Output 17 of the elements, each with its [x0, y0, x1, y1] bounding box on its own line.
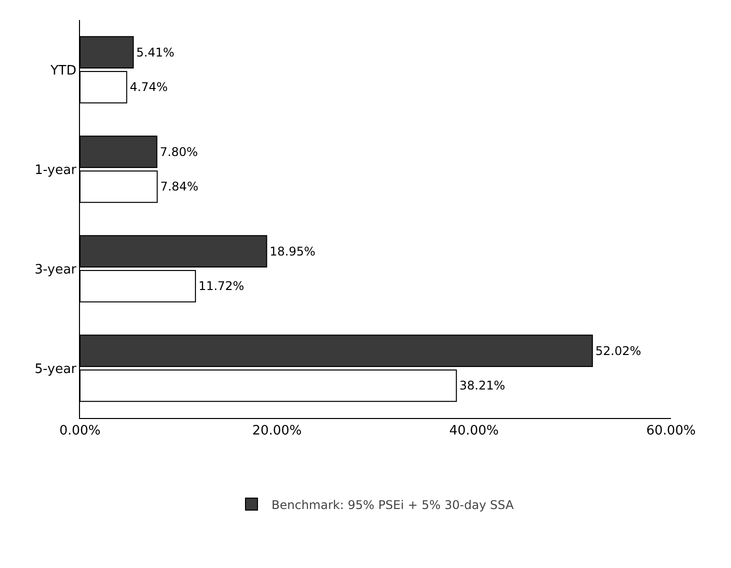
y-tick-label: 3-year [34, 262, 78, 278]
x-tick-label: 60.00% [646, 424, 696, 439]
data-label: 7.80% [160, 144, 198, 159]
y-tick-label: 5-year [34, 362, 78, 377]
x-tick-label: 40.00% [449, 424, 499, 439]
data-label: 52.02% [595, 344, 642, 358]
data-label: 5.41% [136, 45, 174, 60]
legend-label: Benchmark: 95% PSEi + 5% 30-day SSA [272, 498, 514, 512]
x-tick-label: 20.00% [252, 424, 302, 439]
y-tick-label: 1-year [34, 162, 78, 178]
y-tick-label: YTD [49, 63, 76, 78]
x-tick-label: 0.00% [59, 424, 101, 439]
data-label: 11.72% [198, 279, 244, 294]
data-label: 7.84% [160, 180, 198, 194]
data-label: 18.95% [270, 244, 316, 258]
data-label: 4.74% [130, 80, 168, 94]
data-label: 38.21% [459, 378, 506, 393]
